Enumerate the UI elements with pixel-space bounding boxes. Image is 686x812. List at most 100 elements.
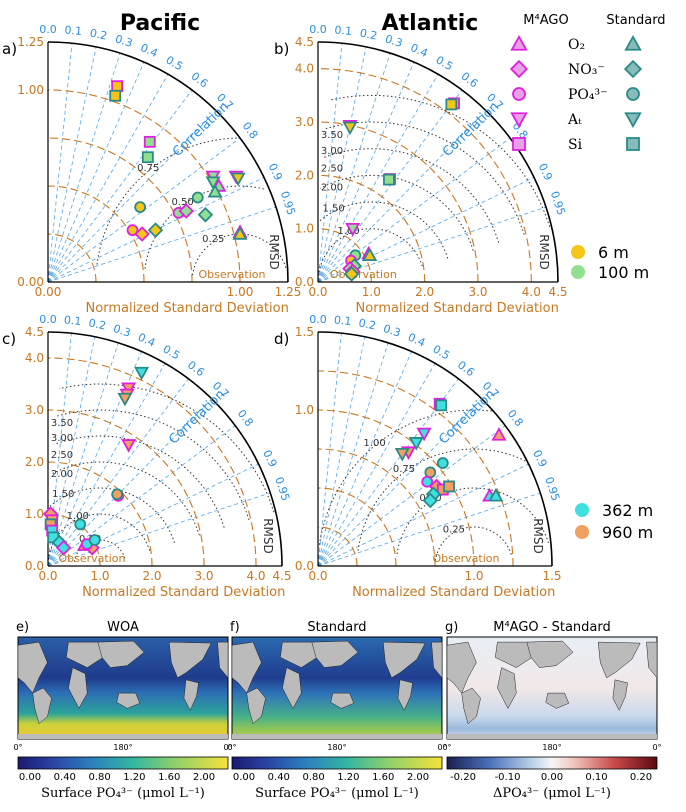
legend-standard-title: Standard	[606, 13, 665, 28]
y-tick-label: 4.5	[295, 35, 314, 49]
x-tick-label: 4.0	[246, 569, 265, 583]
correlation-tick-label: 0.95	[542, 475, 562, 502]
correlation-line	[317, 137, 511, 283]
correlation-tick-label: 0.4	[408, 41, 429, 60]
data-point-tri_down	[342, 121, 358, 136]
x-tick-label: 4.5	[548, 285, 567, 299]
correlation-tick-label: 0.8	[235, 407, 256, 429]
map-panel-f: Standard f) 0° 180° 0° 0.00 0.40 0.80 1.20 1.60 2.…	[227, 620, 446, 801]
rmsd-label: 3.50	[51, 418, 73, 429]
legend-variable-label: NO₃⁻	[568, 62, 605, 78]
outer-arc	[317, 41, 559, 283]
legend-standard-marker	[624, 34, 642, 51]
data-point-diamond	[147, 222, 164, 238]
land-mass	[446, 641, 477, 694]
correlation-line	[47, 73, 169, 283]
stddev-arc	[317, 370, 514, 567]
legend-variable-label: PO₄³⁻	[568, 87, 608, 103]
data-point-square	[141, 151, 154, 164]
rmsd-arc	[144, 185, 264, 271]
data-point-square	[143, 135, 156, 148]
correlation-tick-label: 0.6	[189, 70, 211, 91]
rmsd-arc	[50, 461, 200, 536]
y-tick-label: 1.0	[295, 403, 314, 417]
colorbar-title: Surface PO₄³⁻ (μmol L⁻¹)	[41, 786, 205, 801]
y-tick-label: 0.0	[295, 275, 314, 289]
rmsd-arc	[320, 174, 474, 251]
data-point-circle	[111, 488, 124, 501]
data-point-tri_down	[205, 176, 221, 191]
x-tick-label: 2.0	[142, 569, 161, 583]
legend-depth-dot	[571, 265, 585, 279]
x-tick-label: 1.0	[464, 569, 483, 583]
taylor-diagram-d: 1.000.750.500.250.01.01.50.01.01.50.00.1…	[274, 313, 562, 600]
map-lon-tick: 0°	[437, 743, 446, 752]
correlation-line	[47, 61, 145, 283]
outer-arc	[47, 41, 289, 283]
land-mass	[461, 687, 481, 725]
correlation-tick-label: 0.9	[530, 448, 549, 469]
correlation-tick-label: 0.4	[406, 331, 427, 350]
observation-label: Observation	[330, 268, 397, 281]
colorbar-tick-label: 1.20	[337, 772, 359, 783]
observation-label: Observation	[433, 552, 500, 565]
x-tick-label: 2.0	[415, 285, 434, 299]
panel-label: e)	[16, 620, 29, 635]
legend-standard-marker	[623, 59, 643, 79]
rmsd-label: 1.00	[337, 226, 359, 237]
data-point-tri_up	[488, 487, 504, 502]
x-tick-label: 1.0	[90, 569, 109, 583]
correlation-line	[317, 177, 535, 283]
rmsd-arc	[357, 448, 526, 553]
rmsd-axis-label: RMSD	[537, 234, 551, 270]
land-mass	[646, 641, 658, 679]
correlation-tick-label: 0.1	[333, 313, 352, 328]
rmsd-axis-label: RMSD	[261, 518, 275, 554]
land-mass	[18, 734, 228, 739]
colorbar-tick-label: -0.10	[495, 772, 521, 783]
legend-m4ago-marker	[509, 59, 529, 79]
stddev-arc	[317, 174, 426, 283]
panel-label: c)	[2, 330, 16, 348]
land-mass	[68, 667, 88, 709]
rmsd-arc	[323, 148, 500, 243]
panel-label: b)	[274, 40, 289, 58]
correlation-tick-label: 0.0	[309, 23, 327, 36]
land-mass	[32, 687, 52, 725]
panel-label: f)	[230, 620, 240, 635]
legend-standard-marker	[626, 137, 640, 151]
land-mass	[612, 679, 628, 711]
rmsd-label: 1.00	[363, 438, 385, 449]
land-mass	[497, 667, 517, 709]
data-point-square	[443, 480, 455, 493]
correlation-tick-label: 0.2	[359, 26, 379, 42]
land-mass	[526, 640, 574, 668]
land-mass	[231, 641, 262, 694]
x-axis-title: Normalized Standard Deviation	[82, 585, 285, 600]
observation-label: Observation	[199, 268, 266, 281]
data-point-diamond	[197, 207, 214, 223]
data-point-diamond	[422, 492, 439, 509]
atlantic-header: Atlantic	[382, 11, 479, 36]
x-axis-title: Normalized Standard Deviation	[86, 301, 289, 316]
correlation-tick-label: 0.3	[113, 32, 134, 50]
y-tick-label: 1.0	[25, 507, 44, 521]
rmsd-label: 2.00	[51, 469, 73, 480]
legend-standard-marker	[624, 112, 642, 129]
legend-depth-dot	[575, 503, 589, 517]
data-point-tri_up	[362, 247, 378, 262]
map-lon-tick: 180°	[113, 743, 132, 752]
panel-label: g)	[445, 620, 458, 635]
data-point-square	[109, 89, 122, 102]
stddev-arc	[317, 487, 397, 567]
map-lon-tick: 180°	[327, 743, 346, 752]
y-tick-label: 3.0	[25, 403, 44, 417]
data-point-diamond	[134, 226, 150, 242]
stddev-arc	[317, 409, 475, 567]
correlation-tick-label: 0.9	[260, 448, 279, 469]
legend-variable-label: Si	[568, 137, 583, 153]
legend-m4ago-marker	[510, 34, 528, 51]
stddev-arc	[317, 526, 358, 567]
rmsd-label: 1.50	[52, 489, 74, 500]
panel-label: a)	[2, 40, 17, 58]
